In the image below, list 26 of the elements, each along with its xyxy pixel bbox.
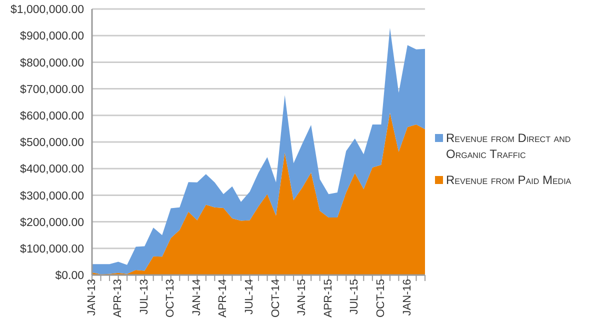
x-tick-label: APR-15 xyxy=(322,279,334,318)
y-tick-label: $200,000.00 xyxy=(20,216,84,229)
x-tick-label: JAN-15 xyxy=(296,279,308,316)
x-tick-label: JAN-14 xyxy=(190,279,203,316)
x-tick-label: OCT-15 xyxy=(374,279,387,318)
y-tick-label: $300,000.00 xyxy=(20,190,84,202)
x-tick-label: JUL-13 xyxy=(138,279,150,314)
y-tick-label: $0.00 xyxy=(55,270,84,282)
y-tick-label: $800,000.00 xyxy=(20,57,84,70)
y-tick-label: $1,000,000.00 xyxy=(10,4,84,16)
x-tick-label: APR-13 xyxy=(112,279,124,318)
legend-label: Revenue from Direct and Organic Traffic xyxy=(446,130,572,162)
x-tick-label: OCT-14 xyxy=(270,279,282,318)
x-tick-label: APR-14 xyxy=(217,279,230,318)
legend-label: Revenue from Paid Media xyxy=(446,172,572,188)
y-tick-label: $500,000.00 xyxy=(20,137,84,150)
y-tick-label: $700,000.00 xyxy=(20,84,84,96)
x-tick-label: JUL-15 xyxy=(348,279,361,314)
x-tick-label: JUL-14 xyxy=(244,279,256,314)
y-tick-label: $100,000.00 xyxy=(20,243,84,256)
x-tick-label: JAN-13 xyxy=(86,279,98,316)
y-tick-label: $900,000.00 xyxy=(20,30,84,43)
y-tick-label: $600,000.00 xyxy=(20,110,84,122)
x-tick-label: JAN-16 xyxy=(401,279,414,316)
y-tick-label: $400,000.00 xyxy=(20,164,84,176)
x-tick-label: OCT-13 xyxy=(164,279,177,318)
